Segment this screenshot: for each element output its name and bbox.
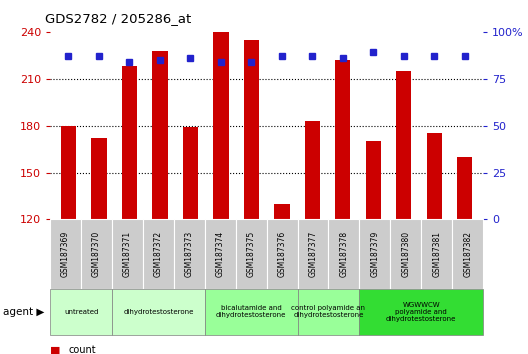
Bar — [91, 138, 107, 219]
Bar — [396, 71, 411, 219]
Text: GSM187372: GSM187372 — [154, 231, 163, 277]
Text: untreated: untreated — [64, 309, 98, 314]
Bar — [61, 126, 76, 219]
Text: count: count — [69, 346, 96, 354]
Text: GSM187377: GSM187377 — [308, 231, 317, 277]
Text: agent ▶: agent ▶ — [3, 307, 44, 316]
Bar — [213, 32, 229, 219]
Text: GSM187369: GSM187369 — [61, 231, 70, 277]
Text: WGWWCW
polyamide and
dihydrotestosterone: WGWWCW polyamide and dihydrotestosterone — [386, 302, 457, 321]
Bar — [427, 133, 442, 219]
Text: bicalutamide and
dihydrotestosterone: bicalutamide and dihydrotestosterone — [216, 305, 286, 318]
Text: GDS2782 / 205286_at: GDS2782 / 205286_at — [45, 12, 191, 25]
Bar — [274, 204, 289, 219]
Text: GSM187371: GSM187371 — [123, 231, 132, 277]
Text: GSM187373: GSM187373 — [185, 231, 194, 277]
Text: control polyamide an
dihydrotestosterone: control polyamide an dihydrotestosterone — [291, 305, 365, 318]
Bar — [305, 121, 320, 219]
Bar — [152, 51, 167, 219]
Bar — [366, 141, 381, 219]
Bar — [457, 157, 473, 219]
Text: GSM187376: GSM187376 — [278, 231, 287, 277]
Text: ■: ■ — [50, 346, 61, 354]
Text: dihydrotestosterone: dihydrotestosterone — [123, 309, 194, 314]
Text: GSM187374: GSM187374 — [216, 231, 225, 277]
Bar — [183, 127, 198, 219]
Text: GSM187381: GSM187381 — [432, 231, 441, 277]
Text: GSM187380: GSM187380 — [401, 231, 410, 277]
Bar — [335, 60, 351, 219]
Text: GSM187375: GSM187375 — [247, 231, 256, 277]
Text: GSM187382: GSM187382 — [463, 231, 472, 277]
Text: GSM187378: GSM187378 — [340, 231, 348, 277]
Text: GSM187370: GSM187370 — [92, 231, 101, 277]
Bar — [122, 66, 137, 219]
Text: GSM187379: GSM187379 — [370, 231, 380, 277]
Bar — [244, 40, 259, 219]
